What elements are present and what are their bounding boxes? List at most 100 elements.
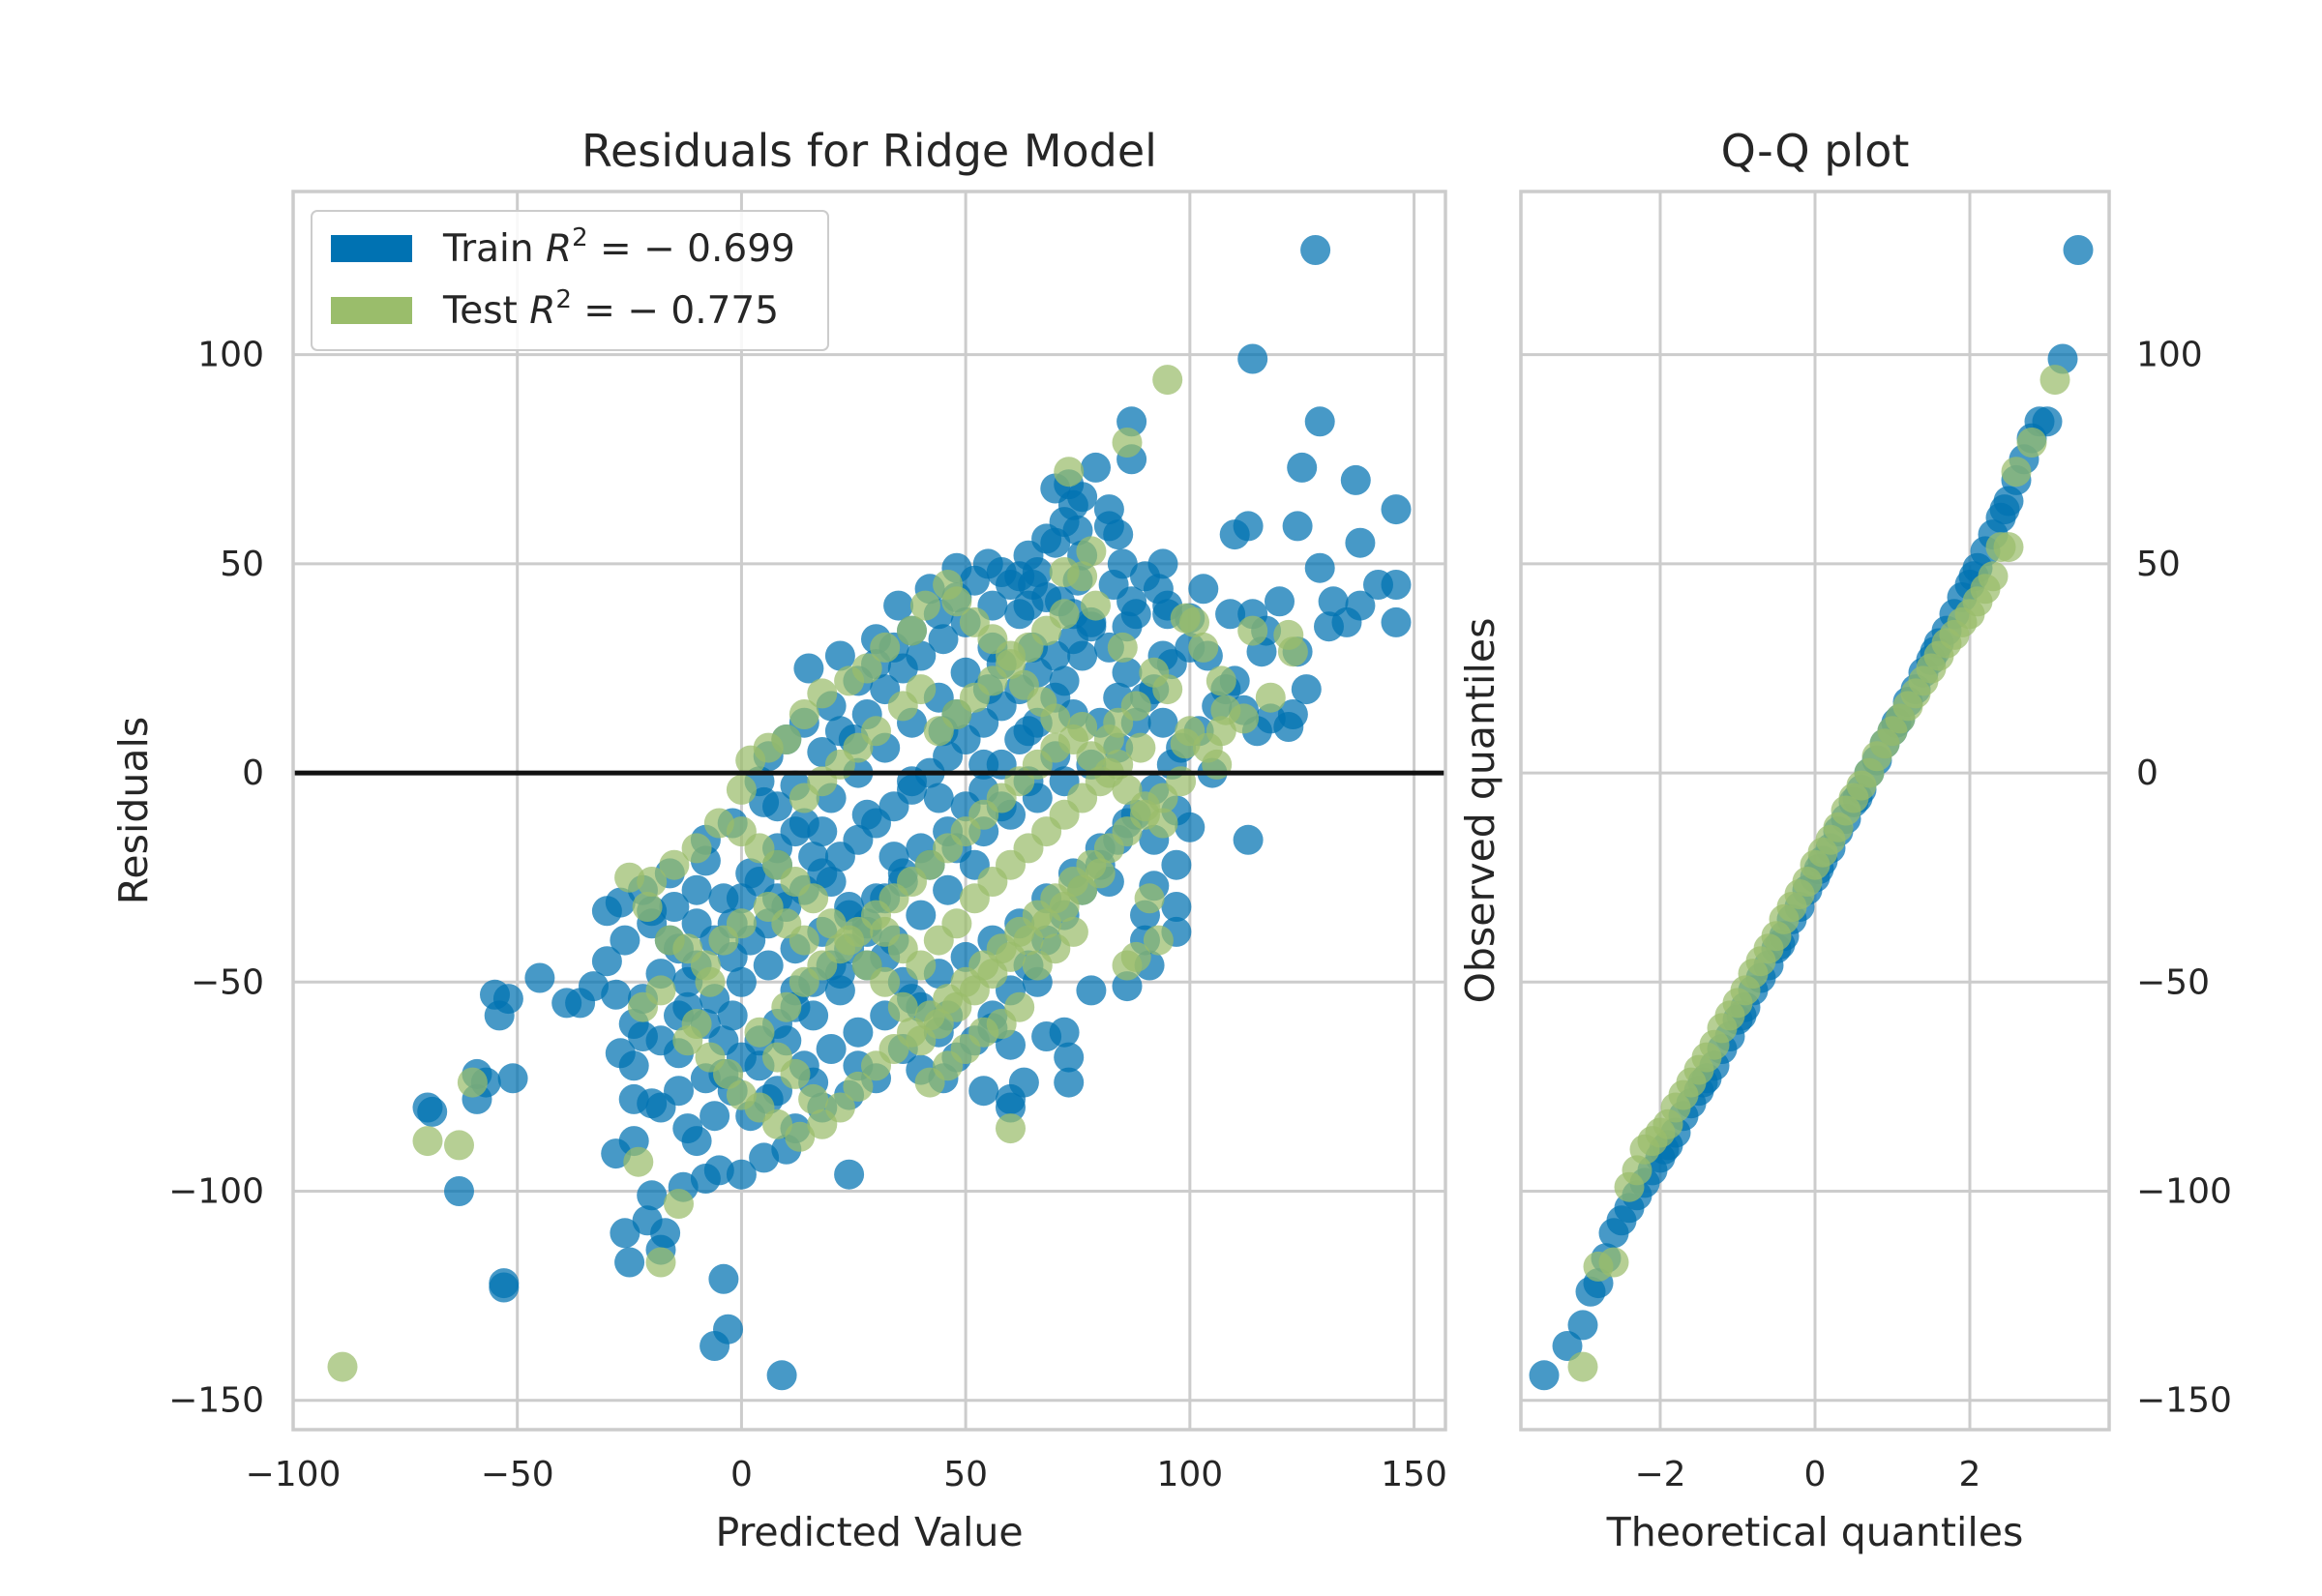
data-point-train bbox=[1989, 494, 2020, 525]
data-point-train bbox=[2032, 406, 2063, 437]
data-point-train bbox=[843, 1017, 874, 1048]
y-tick-label: 0 bbox=[242, 754, 264, 793]
data-point-train bbox=[524, 962, 555, 993]
data-point-test bbox=[807, 678, 838, 709]
data-point-test bbox=[843, 1071, 874, 1102]
data-point-test bbox=[623, 1146, 654, 1177]
data-point-train bbox=[753, 950, 784, 981]
data-point-train bbox=[1081, 452, 1111, 483]
data-point-train bbox=[1381, 606, 1412, 637]
data-point-train bbox=[610, 925, 640, 956]
data-point-test bbox=[681, 833, 712, 864]
data-point-test bbox=[690, 950, 721, 981]
data-point-test bbox=[906, 1025, 937, 1056]
data-point-test bbox=[816, 908, 847, 939]
x-tick-label: 50 bbox=[943, 1455, 988, 1494]
data-point-train bbox=[749, 1142, 780, 1173]
data-point-train bbox=[2063, 235, 2094, 265]
data-point-train bbox=[708, 1263, 739, 1294]
data-point-train bbox=[637, 1180, 668, 1211]
y-tick-label: 50 bbox=[220, 545, 264, 584]
data-point-train bbox=[798, 1000, 829, 1031]
data-point-train bbox=[1304, 406, 1335, 437]
data-point-train bbox=[1215, 599, 1246, 630]
data-point-train bbox=[1331, 606, 1362, 637]
data-point-test bbox=[1598, 1247, 1629, 1278]
data-point-train bbox=[1013, 716, 1044, 747]
data-point-test bbox=[1978, 561, 2009, 592]
legend-swatch-test bbox=[331, 297, 412, 324]
data-point-train bbox=[968, 1076, 999, 1107]
data-point-train bbox=[1381, 494, 1412, 525]
qq-points bbox=[1529, 235, 2094, 1391]
legend-label-train-prefix: Train bbox=[442, 227, 546, 271]
data-point-test bbox=[726, 774, 757, 805]
legend-label-test-suffix: = − 0.775 bbox=[572, 289, 779, 333]
data-point-test bbox=[834, 665, 865, 696]
data-point-train bbox=[1219, 519, 1250, 550]
qq-y-label: Observed quantiles bbox=[1457, 618, 1503, 1004]
series-train bbox=[412, 235, 1412, 1391]
y-tick-label: −50 bbox=[191, 962, 264, 1002]
data-point-test bbox=[1993, 532, 2024, 563]
data-point-test bbox=[1049, 599, 1080, 630]
data-point-train bbox=[1107, 548, 1138, 579]
data-point-train bbox=[444, 1176, 474, 1206]
data-point-test bbox=[789, 783, 819, 813]
data-point-test bbox=[664, 1189, 694, 1219]
qq-panel: −2 0 2 −150 −100 −50 0 50 100 Q-Q plot Theoreti… bbox=[1457, 125, 2232, 1555]
data-point-train bbox=[1340, 464, 1371, 495]
data-point-test bbox=[914, 1067, 945, 1098]
residuals-y-label: Residuals bbox=[110, 717, 157, 905]
x-tick-label: 0 bbox=[1804, 1455, 1827, 1494]
data-point-test bbox=[1067, 561, 1098, 592]
x-tick-label: −50 bbox=[481, 1455, 554, 1494]
data-point-train bbox=[497, 1063, 528, 1094]
data-point-test bbox=[327, 1351, 358, 1382]
data-point-train bbox=[1112, 971, 1143, 1002]
data-point-test bbox=[1255, 682, 1286, 713]
data-point-test bbox=[1147, 808, 1178, 839]
data-point-train bbox=[664, 1076, 694, 1107]
data-point-train bbox=[1188, 574, 1219, 605]
data-point-train bbox=[834, 1159, 865, 1190]
data-point-train bbox=[1161, 849, 1192, 880]
y-tick-label: −50 bbox=[2136, 962, 2210, 1002]
data-point-train bbox=[906, 900, 937, 931]
data-point-test bbox=[632, 892, 663, 922]
qq-title: Q-Q plot bbox=[1721, 125, 1910, 177]
legend: Train R2 = − 0.699 Test R2 = − 0.775 bbox=[311, 210, 829, 351]
data-point-test bbox=[887, 691, 918, 722]
data-point-train bbox=[1054, 1067, 1085, 1098]
data-point-test bbox=[996, 1113, 1026, 1144]
data-point-test bbox=[1206, 665, 1236, 696]
data-point-train bbox=[637, 1088, 668, 1119]
data-point-train bbox=[996, 1092, 1026, 1123]
data-point-train bbox=[1381, 570, 1412, 600]
data-point-train bbox=[618, 1050, 649, 1081]
data-point-train bbox=[950, 657, 981, 688]
x-tick-label: 2 bbox=[1959, 1455, 1981, 1494]
data-point-train bbox=[883, 590, 914, 621]
data-point-test bbox=[1054, 457, 1085, 488]
data-point-test bbox=[672, 1025, 703, 1056]
data-point-test bbox=[870, 632, 901, 663]
data-point-test bbox=[941, 908, 972, 939]
data-point-train bbox=[717, 1000, 748, 1031]
data-point-train bbox=[1067, 482, 1098, 513]
data-point-train bbox=[798, 842, 829, 872]
x-tick-label: 150 bbox=[1381, 1455, 1447, 1494]
data-point-train bbox=[1552, 1331, 1583, 1361]
legend-label-train-suffix: = − 0.699 bbox=[588, 227, 795, 271]
data-point-test bbox=[909, 590, 940, 621]
data-point-test bbox=[1188, 632, 1219, 663]
y-tick-label: 100 bbox=[197, 336, 264, 375]
data-point-test bbox=[771, 991, 802, 1022]
data-point-train bbox=[610, 1218, 640, 1249]
qq-x-ticks: −2 0 2 bbox=[1634, 1455, 1980, 1494]
data-point-test bbox=[614, 862, 645, 893]
data-point-test bbox=[798, 1083, 829, 1114]
data-point-train bbox=[923, 783, 954, 813]
legend-box bbox=[311, 210, 829, 351]
data-point-test bbox=[1134, 883, 1165, 914]
